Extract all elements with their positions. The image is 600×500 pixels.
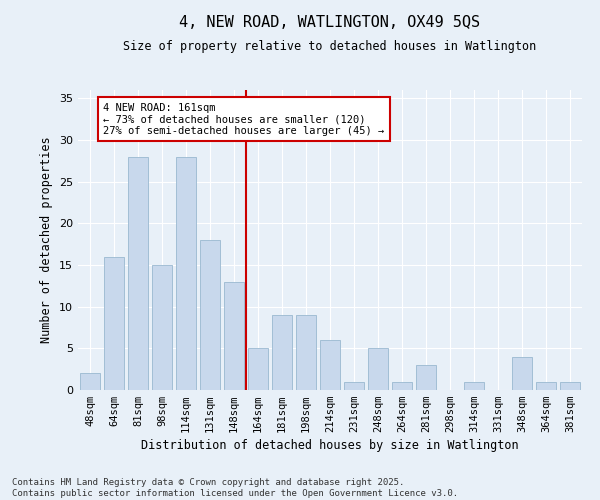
Bar [104, 256, 124, 390]
Bar [296, 315, 316, 390]
Bar [560, 382, 580, 390]
Bar [512, 356, 532, 390]
Y-axis label: Number of detached properties: Number of detached properties [40, 136, 53, 344]
Bar [392, 382, 412, 390]
Text: Contains HM Land Registry data © Crown copyright and database right 2025.
Contai: Contains HM Land Registry data © Crown c… [12, 478, 458, 498]
Text: 4 NEW ROAD: 161sqm
← 73% of detached houses are smaller (120)
27% of semi-detach: 4 NEW ROAD: 161sqm ← 73% of detached hou… [103, 102, 385, 136]
Bar [416, 365, 436, 390]
Text: 4, NEW ROAD, WATLINGTON, OX49 5QS: 4, NEW ROAD, WATLINGTON, OX49 5QS [179, 15, 481, 30]
Bar [176, 156, 196, 390]
X-axis label: Distribution of detached houses by size in Watlington: Distribution of detached houses by size … [141, 440, 519, 452]
Bar [344, 382, 364, 390]
Text: Size of property relative to detached houses in Watlington: Size of property relative to detached ho… [124, 40, 536, 53]
Bar [248, 348, 268, 390]
Bar [536, 382, 556, 390]
Bar [368, 348, 388, 390]
Bar [320, 340, 340, 390]
Bar [128, 156, 148, 390]
Bar [272, 315, 292, 390]
Bar [464, 382, 484, 390]
Bar [224, 282, 244, 390]
Bar [152, 265, 172, 390]
Bar [80, 374, 100, 390]
Bar [200, 240, 220, 390]
